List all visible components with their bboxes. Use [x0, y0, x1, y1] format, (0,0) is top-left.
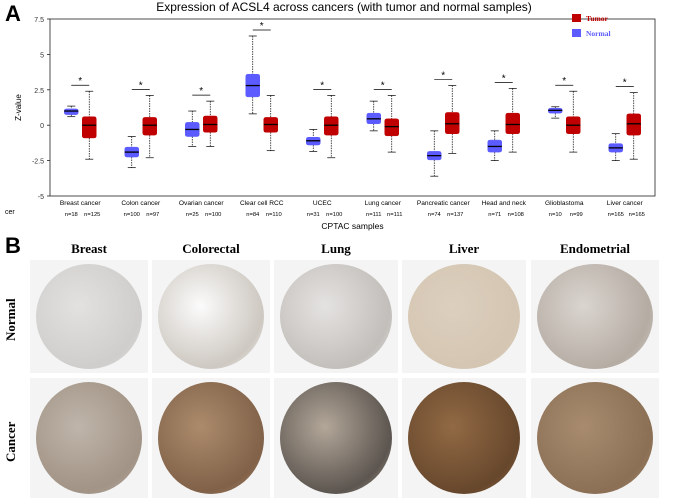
normal-n-label: n=71 — [488, 212, 501, 218]
ihc-image-cancer-liver — [402, 378, 526, 498]
column-label-breast: Breast — [71, 241, 107, 256]
row-label-cancer: Cancer — [3, 421, 18, 462]
ihc-image-cancer-endometrial — [531, 378, 659, 498]
legend-swatch — [572, 14, 581, 22]
tissue-core — [537, 264, 653, 369]
tumor-n-label: n=99 — [570, 212, 583, 218]
tissue-core — [408, 264, 520, 369]
tumor-box — [324, 116, 339, 136]
tumor-n-label: n=125 — [84, 212, 100, 218]
boxplot-chart: Expression of ACSL4 across cancers (with… — [5, 0, 656, 231]
significance-marker: * — [381, 80, 385, 91]
tumor-n-label: n=111 — [387, 212, 402, 218]
legend-swatch — [572, 29, 581, 37]
tissue-core — [280, 382, 392, 494]
tissue-core — [158, 264, 264, 369]
ihc-image-cancer-colorectal — [152, 378, 270, 498]
left-edge-label: cer — [5, 209, 15, 216]
significance-marker: * — [441, 71, 445, 82]
y-tick-label: 7.5 — [34, 17, 44, 24]
normal-n-label: n=18 — [65, 212, 78, 218]
normal-n-label: n=10 — [549, 212, 562, 218]
y-tick-label: 2.5 — [34, 88, 44, 95]
tumor-box — [505, 112, 520, 134]
ihc-image-normal-lung — [274, 260, 398, 373]
column-label-lung: Lung — [321, 241, 351, 256]
tumor-n-label: n=110 — [266, 212, 282, 218]
significance-marker: * — [562, 76, 566, 87]
normal-n-label: n=25 — [186, 212, 199, 218]
normal-n-label: n=31 — [307, 212, 320, 218]
tissue-core — [280, 264, 392, 369]
y-tick-label: -5 — [38, 194, 44, 201]
normal-box — [64, 108, 79, 115]
significance-marker: * — [320, 80, 324, 91]
tumor-n-label: n=165 — [629, 212, 645, 218]
tissue-core — [408, 382, 520, 494]
column-label-endometrial: Endometrial — [559, 241, 631, 256]
panel-a-letter: A — [5, 1, 21, 26]
y-tick-label: 0 — [40, 123, 44, 130]
significance-marker: * — [139, 80, 143, 91]
tumor-box — [626, 113, 641, 136]
significance-marker: * — [78, 76, 82, 87]
significance-marker: * — [502, 73, 506, 84]
row-label-normal: Normal — [3, 297, 18, 341]
tumor-box — [445, 112, 460, 134]
ihc-image-normal-liver — [402, 260, 526, 373]
ihc-image-cancer-lung — [274, 378, 398, 498]
normal-n-label: n=111 — [366, 212, 381, 218]
group-label: Lung cancer — [365, 200, 402, 207]
group-label: Liver cancer — [607, 200, 644, 207]
normal-n-label: n=74 — [428, 212, 442, 218]
y-tick-label: 5 — [40, 52, 44, 59]
significance-marker: * — [260, 21, 264, 32]
legend-label: Tumor — [586, 14, 608, 23]
tumor-n-label: n=108 — [508, 212, 524, 218]
group-label: Breast cancer — [60, 200, 101, 207]
tumor-n-label: n=137 — [447, 212, 463, 218]
y-axis-label: Z-value — [14, 94, 23, 121]
column-label-colorectal: Colorectal — [182, 241, 240, 256]
ihc-image-normal-endometrial — [531, 260, 659, 373]
tissue-core — [537, 382, 653, 494]
chart-title: Expression of ACSL4 across cancers (with… — [156, 0, 532, 14]
tissue-core — [36, 264, 142, 369]
normal-n-label: n=100 — [124, 212, 140, 218]
normal-n-label: n=165 — [608, 212, 624, 218]
x-axis-label: CPTAC samples — [321, 221, 383, 231]
ihc-image-cancer-breast — [30, 378, 148, 498]
tumor-n-label: n=97 — [146, 212, 159, 218]
tumor-box — [82, 116, 97, 139]
group-label: Ovarian cancer — [179, 200, 225, 207]
tissue-core — [36, 382, 142, 494]
column-label-liver: Liver — [448, 241, 480, 256]
group-label: UCEC — [313, 200, 332, 207]
group-label: Head and neck — [482, 200, 527, 207]
group-label: Clear cell RCC — [240, 200, 284, 207]
tumor-box — [384, 118, 399, 137]
tissue-core — [158, 382, 264, 494]
tumor-box — [142, 117, 157, 136]
ihc-image-normal-colorectal — [152, 260, 270, 373]
plot-frame — [49, 18, 656, 197]
significance-marker: * — [199, 86, 203, 97]
group-label: Pancreatic cancer — [417, 200, 471, 207]
panel-b-letter: B — [5, 233, 21, 258]
legend-label: Normal — [586, 29, 611, 38]
tumor-n-label: n=100 — [205, 212, 221, 218]
tumor-n-label: n=100 — [326, 212, 342, 218]
group-label: Colon cancer — [121, 200, 161, 207]
normal-n-label: n=84 — [246, 212, 260, 218]
y-tick-label: -2.5 — [32, 159, 44, 166]
ihc-image-normal-breast — [30, 260, 148, 373]
group-label: Glioblastoma — [545, 200, 584, 207]
significance-marker: * — [623, 78, 627, 89]
